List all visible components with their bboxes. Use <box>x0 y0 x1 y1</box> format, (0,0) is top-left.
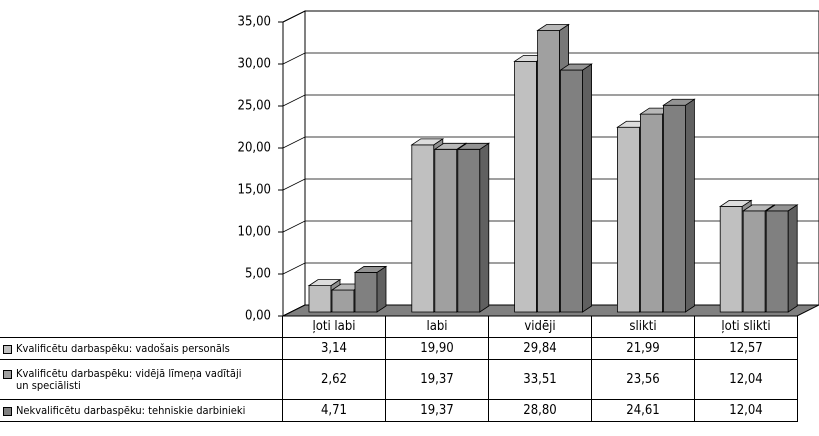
bar-top <box>536 24 570 31</box>
bar-side <box>787 204 798 313</box>
value-label: 29,84 <box>488 337 592 360</box>
value-label: 19,37 <box>385 359 489 400</box>
legend-swatch <box>3 369 12 379</box>
legend-entry: Kvalificētu darbaspēku: vadošais personā… <box>0 337 283 360</box>
y-tick-label: 5,00 <box>245 267 271 282</box>
bar <box>559 63 593 313</box>
bar-side <box>582 63 592 313</box>
bar-side <box>685 98 695 313</box>
table-corner <box>0 316 283 338</box>
legend-entry: Nekvalificētu darbaspēku: tehniskie darb… <box>0 399 283 422</box>
bar-front <box>560 69 583 313</box>
value-label: 28,80 <box>488 399 592 422</box>
y-tick-label: 15,00 <box>238 183 271 198</box>
bar <box>353 265 388 313</box>
legend-swatch <box>3 344 12 354</box>
value-label: 33,51 <box>488 359 592 400</box>
bar <box>662 98 696 313</box>
value-label: 21,99 <box>591 337 695 360</box>
bar-front <box>640 113 663 313</box>
legend-swatch <box>3 406 12 416</box>
bar-front <box>617 126 640 313</box>
bar-front <box>354 272 378 313</box>
bar-top <box>741 204 776 212</box>
side-wall <box>282 10 306 317</box>
bar-front <box>308 285 332 313</box>
bar-front <box>719 206 743 313</box>
bar-top <box>307 279 342 287</box>
bar-top <box>433 142 468 150</box>
value-label: 19,90 <box>385 337 489 360</box>
bar-front <box>765 210 789 313</box>
value-label: 4,71 <box>282 399 386 422</box>
data-table: ļoti labi labi vidēji slikti ļoti slikti Kval… <box>0 316 798 422</box>
bar-front <box>742 210 766 313</box>
bar-front <box>663 104 686 313</box>
bar-front <box>331 289 355 313</box>
category-label: ļoti slikti <box>694 316 798 338</box>
category-label: labi <box>385 316 489 338</box>
value-label: 3,14 <box>282 337 386 360</box>
bar-side <box>376 265 387 313</box>
value-label: 12,04 <box>694 359 798 400</box>
bar <box>764 204 799 313</box>
grid-line <box>282 10 819 23</box>
legend-label: Nekvalificētu darbaspēku: tehniskie darb… <box>16 403 246 417</box>
legend-label: Kvalificētu darbaspēku: vadošais personā… <box>16 341 230 355</box>
y-tick-label: 30,00 <box>238 57 271 72</box>
value-label: 24,61 <box>591 399 695 422</box>
value-label: 19,37 <box>385 399 489 422</box>
bar-front <box>411 144 435 313</box>
bar-top <box>353 266 388 273</box>
y-tick-label: 10,00 <box>238 225 271 240</box>
bar-top <box>410 138 445 146</box>
bar-front <box>457 148 481 313</box>
bar-top <box>559 63 593 71</box>
value-label: 2,62 <box>282 359 386 400</box>
value-label: 12,57 <box>694 337 798 360</box>
value-label: 23,56 <box>591 359 695 400</box>
category-label: vidēji <box>488 316 592 338</box>
bar-front <box>434 148 458 313</box>
bar-front <box>514 60 537 313</box>
bar-top <box>662 98 696 106</box>
value-label: 12,04 <box>694 399 798 422</box>
grid-line <box>282 52 819 65</box>
grid-line <box>282 94 819 107</box>
y-tick-label: 25,00 <box>238 99 271 114</box>
category-label: ļoti labi <box>282 316 386 338</box>
y-tick-label: 20,00 <box>238 141 271 156</box>
bar-top <box>456 142 491 150</box>
legend-label: Kvalificētu darbaspēku: vidējā līmeņa va… <box>16 366 242 392</box>
bar <box>456 142 491 313</box>
bar-top <box>718 200 753 207</box>
legend-entry: Kvalificētu darbaspēku: vidējā līmeņa va… <box>0 359 283 400</box>
category-label: slikti <box>591 316 695 338</box>
bar-side <box>479 142 490 313</box>
bar-front <box>537 30 560 313</box>
bar-top <box>764 204 799 212</box>
y-tick-label: 35,00 <box>238 15 271 30</box>
